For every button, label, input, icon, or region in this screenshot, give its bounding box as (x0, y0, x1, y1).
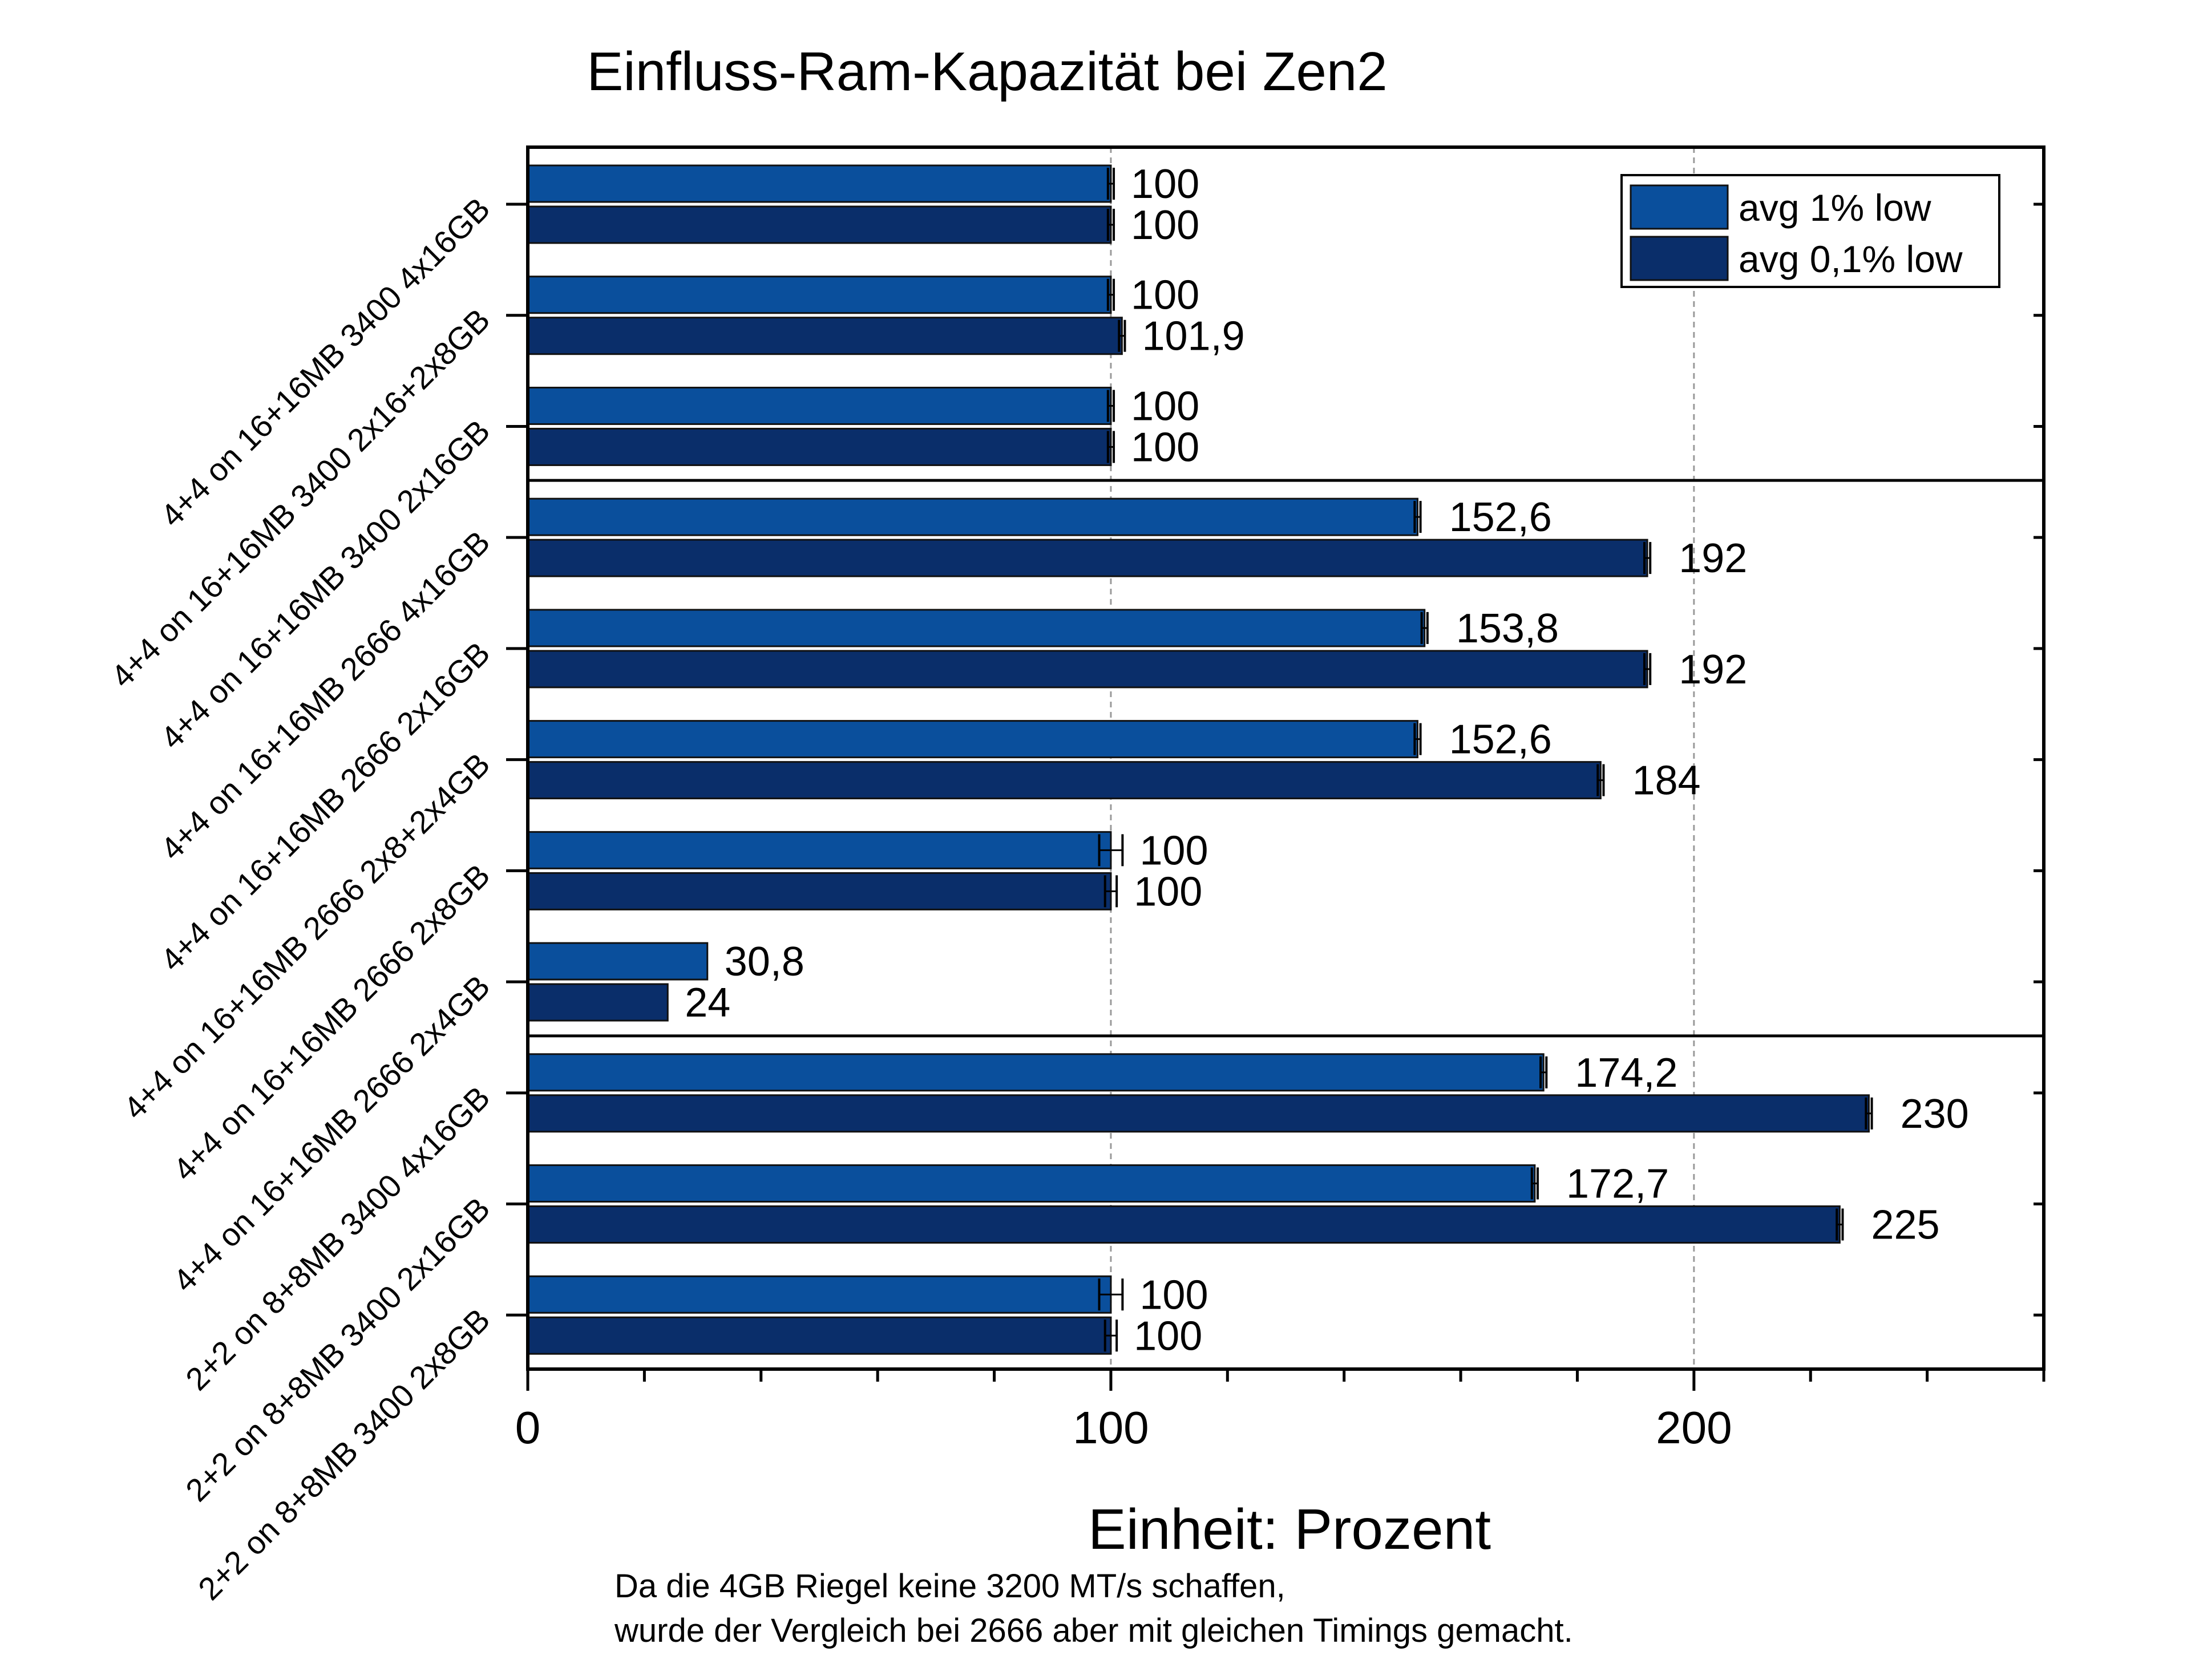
bar-avg-01pct-low-4 (527, 650, 1648, 689)
data-label-avg-01pct-low-5: 184 (1632, 758, 1700, 804)
bar-avg-1pct-low-0 (527, 164, 1112, 203)
data-label-avg-01pct-low-8: 230 (1901, 1091, 1969, 1137)
data-label-avg-1pct-low-5: 152,6 (1449, 717, 1552, 763)
legend-swatch-avg-01pct-low (1630, 236, 1729, 281)
bar-avg-01pct-low-2 (527, 427, 1112, 466)
x-axis-label: Einheit: Prozent (1088, 1497, 1491, 1561)
data-label-avg-01pct-low-0: 100 (1131, 203, 1199, 248)
data-label-avg-1pct-low-2: 100 (1131, 383, 1199, 429)
bar-avg-01pct-low-3 (527, 539, 1648, 577)
legend-label-avg-01pct-low: avg 0,1% low (1739, 238, 1963, 280)
data-label-avg-1pct-low-0: 100 (1131, 161, 1199, 207)
bar-avg-01pct-low-6 (527, 872, 1112, 910)
data-label-avg-01pct-low-10: 100 (1134, 1313, 1202, 1359)
data-label-avg-01pct-low-7: 24 (685, 980, 730, 1026)
bar-avg-01pct-low-1 (527, 317, 1123, 355)
bar-avg-1pct-low-7 (527, 942, 709, 981)
bar-avg-1pct-low-1 (527, 276, 1112, 314)
bar-avg-1pct-low-10 (527, 1275, 1112, 1314)
bar-avg-1pct-low-2 (527, 386, 1112, 425)
data-label-avg-1pct-low-4: 153,8 (1456, 606, 1559, 651)
data-label-avg-01pct-low-3: 192 (1679, 536, 1747, 581)
data-label-avg-1pct-low-9: 172,7 (1566, 1161, 1669, 1207)
data-label-avg-01pct-low-6: 100 (1134, 869, 1202, 914)
bar-avg-1pct-low-9 (527, 1164, 1536, 1203)
legend-swatch-avg-1pct-low (1630, 184, 1729, 230)
bar-avg-01pct-low-0 (527, 205, 1112, 244)
data-label-avg-1pct-low-3: 152,6 (1449, 495, 1552, 540)
data-label-avg-1pct-low-1: 100 (1131, 273, 1199, 318)
data-label-avg-01pct-low-1: 101,9 (1142, 314, 1244, 359)
data-label-avg-1pct-low-6: 100 (1139, 828, 1208, 873)
legend: avg 1% low avg 0,1% low (1620, 174, 2000, 288)
bar-avg-01pct-low-10 (527, 1316, 1112, 1355)
legend-label-avg-1pct-low: avg 1% low (1739, 187, 1931, 229)
data-label-avg-01pct-low-2: 100 (1131, 424, 1199, 470)
bar-avg-01pct-low-8 (527, 1094, 1870, 1133)
bar-avg-1pct-low-6 (527, 831, 1112, 869)
bar-avg-01pct-low-7 (527, 983, 669, 1022)
bar-avg-01pct-low-9 (527, 1205, 1841, 1244)
chart-title: Einfluss-Ram-Kapazität bei Zen2 (587, 41, 1387, 102)
bar-avg-01pct-low-5 (527, 761, 1602, 800)
plot-frame (526, 145, 2046, 1371)
footnote-line-1: Da die 4GB Riegel keine 3200 MT/s schaff… (615, 1568, 1286, 1605)
plot-area: 100100100101,9100100152,6192153,8192152,… (104, 145, 2046, 1607)
bar-avg-1pct-low-8 (527, 1053, 1545, 1092)
x-tick-label-200: 200 (1656, 1402, 1732, 1453)
data-label-avg-01pct-low-9: 225 (1871, 1203, 1939, 1248)
bar-avg-1pct-low-3 (527, 497, 1418, 536)
x-tick-label-0: 0 (515, 1402, 541, 1453)
data-label-avg-1pct-low-7: 30,8 (725, 939, 805, 985)
bar-avg-1pct-low-4 (527, 609, 1426, 647)
bar-avg-1pct-low-5 (527, 720, 1418, 759)
footnote-line-2: wurde der Vergleich bei 2666 aber mit gl… (614, 1612, 1573, 1649)
data-label-avg-1pct-low-10: 100 (1139, 1272, 1208, 1318)
x-tick-label-100: 100 (1073, 1402, 1149, 1453)
data-label-avg-1pct-low-8: 174,2 (1575, 1050, 1677, 1096)
data-label-avg-01pct-low-4: 192 (1679, 647, 1747, 693)
